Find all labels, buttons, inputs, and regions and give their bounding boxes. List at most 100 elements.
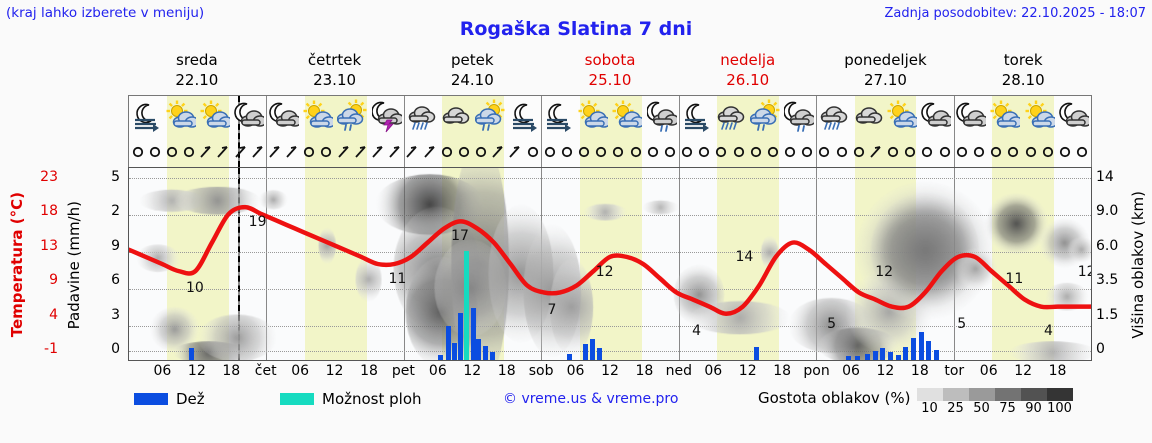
precipitation-axis-title: Padavine (mm/h)	[62, 170, 86, 360]
wind-calm-icon	[593, 142, 610, 166]
cloud-density-tick-2: 50	[973, 401, 990, 416]
wind-calm-icon	[919, 142, 936, 166]
precip-bar-20	[888, 352, 894, 360]
wind-barb-icon	[215, 142, 232, 166]
time-tick-25: 12	[1014, 363, 1033, 379]
temp-label-11: 11	[1005, 271, 1024, 287]
wind-calm-icon	[146, 142, 163, 166]
time-tick-5: 12	[325, 363, 344, 379]
temp-label-9: 12	[875, 263, 894, 280]
day-header-5: ponedeljek 27.10	[817, 50, 955, 94]
wind-calm-icon	[764, 142, 781, 166]
cloud-density-tick-3: 75	[999, 401, 1016, 416]
last-update-label: Zadnja posodobitev: 22.10.2025 - 18:07	[884, 6, 1146, 21]
copyright-link[interactable]: © vreme.us & vreme.pro	[503, 391, 679, 407]
sun-cloud-rain-icon	[335, 97, 369, 141]
wind-calm-icon	[627, 142, 644, 166]
moon-cloud-rain-icon	[644, 97, 678, 141]
day-date: 22.10	[175, 71, 219, 89]
rain-color-swatch	[134, 393, 168, 405]
precip-bar-15	[845, 356, 851, 360]
day-name: sobota	[584, 51, 636, 69]
precip-bar-7	[476, 339, 482, 360]
wind-calm-icon	[679, 142, 696, 166]
temperature-axis-tick-5: -1	[44, 341, 58, 357]
sun-cloud-rain-icon	[747, 97, 781, 141]
wind-calm-icon	[833, 142, 850, 166]
sun-cloud-icon	[163, 97, 197, 141]
day-header-1: četrtek 23.10	[266, 50, 404, 94]
precip-bar-12	[589, 339, 595, 360]
temperature-axis-title: Temperatura (°C)	[4, 170, 30, 360]
wind-calm-icon	[1056, 142, 1073, 166]
day-name: četrtek	[307, 51, 362, 69]
precip-bar-9	[489, 352, 495, 360]
time-tick-19: pon	[803, 363, 830, 379]
wind-calm-icon	[129, 142, 146, 166]
precipitation-axis: 5 2 9 6 3 0	[88, 167, 122, 361]
day-header-6: torek 28.10	[954, 50, 1092, 94]
precipitation-axis-tick-1: 2	[111, 203, 120, 220]
precipitation-axis-tick-5: 0	[111, 341, 120, 357]
wind-calm-icon	[782, 142, 799, 166]
cloud-height-axis-tick-5: 0	[1096, 341, 1105, 357]
wind-calm-icon	[816, 142, 833, 166]
wind-calm-icon	[902, 142, 919, 166]
sun-cloud-icon	[198, 97, 232, 141]
sun-cloud-rain-icon	[473, 97, 507, 141]
temp-label-1: 19	[248, 213, 267, 230]
cloud-height-axis-tick-4: 1.5	[1096, 306, 1119, 323]
cloud-height-axis-tick-1: 9.0	[1096, 203, 1119, 220]
time-tick-15: ned	[665, 363, 693, 379]
time-tick-1: 12	[187, 363, 206, 379]
wind-calm-icon	[988, 142, 1005, 166]
temperature-axis-tick-4: 4	[49, 306, 58, 323]
cloud-icon	[438, 97, 472, 141]
temp-label-0: 10	[186, 280, 204, 297]
precip-bar-6	[470, 308, 476, 360]
temp-label-8: 5	[827, 316, 836, 333]
cloud-density-tick-labels: 10 25 50 75 90 100	[917, 401, 1073, 416]
precip-bar-8	[483, 345, 489, 360]
wind-calm-icon	[558, 142, 575, 166]
moon-storm-icon	[370, 97, 404, 141]
sun-cloud-icon	[988, 97, 1022, 141]
cloud-density-swatch-4	[1020, 388, 1047, 401]
time-tick-26: 18	[1048, 363, 1067, 379]
precip-bar-25	[926, 340, 932, 360]
temperature-axis: 23 18 13 9 4 -1	[30, 167, 58, 361]
wind-calm-icon	[301, 142, 318, 166]
day-separator-3	[541, 96, 543, 167]
moon-wind-icon	[507, 97, 541, 141]
precip-bar-11	[583, 344, 589, 360]
precipitation-axis-title-text: Padavine (mm/h)	[65, 200, 83, 330]
precip-bar-4	[458, 313, 463, 360]
day-separator-4	[678, 96, 680, 167]
temp-label-3: 17	[451, 227, 469, 244]
wind-barb-icon	[387, 142, 404, 166]
moon-wind-icon	[541, 97, 575, 141]
sun-cloud-icon	[576, 97, 610, 141]
location-menu-note: (kraj lahko izberete v meniju)	[6, 5, 205, 21]
wind-calm-icon	[953, 142, 970, 166]
precipitation-axis-tick-2: 9	[111, 237, 120, 254]
temp-label-12: 4	[1043, 323, 1053, 340]
precip-bar-17	[864, 353, 870, 360]
precipitation-axis-tick-0: 5	[111, 169, 120, 185]
temp-label-6: 4	[692, 323, 702, 340]
wind-calm-icon	[1073, 142, 1090, 166]
day-date: 24.10	[450, 71, 494, 89]
wind-barb-icon	[369, 142, 386, 166]
temperature-curve	[129, 204, 1091, 317]
wind-barb-icon	[249, 142, 266, 166]
wind-barb-icon	[507, 142, 524, 166]
temp-label-5: 12	[595, 263, 614, 280]
sun-cloud-icon	[885, 97, 919, 141]
day-name: nedelja	[720, 51, 776, 69]
wind-barb-icon	[266, 142, 283, 166]
precip-bar-19	[880, 348, 886, 360]
day-date: 28.10	[1001, 71, 1045, 89]
time-tick-9: 12	[463, 363, 482, 379]
wind-calm-icon	[610, 142, 627, 166]
daylight-band-5	[854, 96, 917, 167]
